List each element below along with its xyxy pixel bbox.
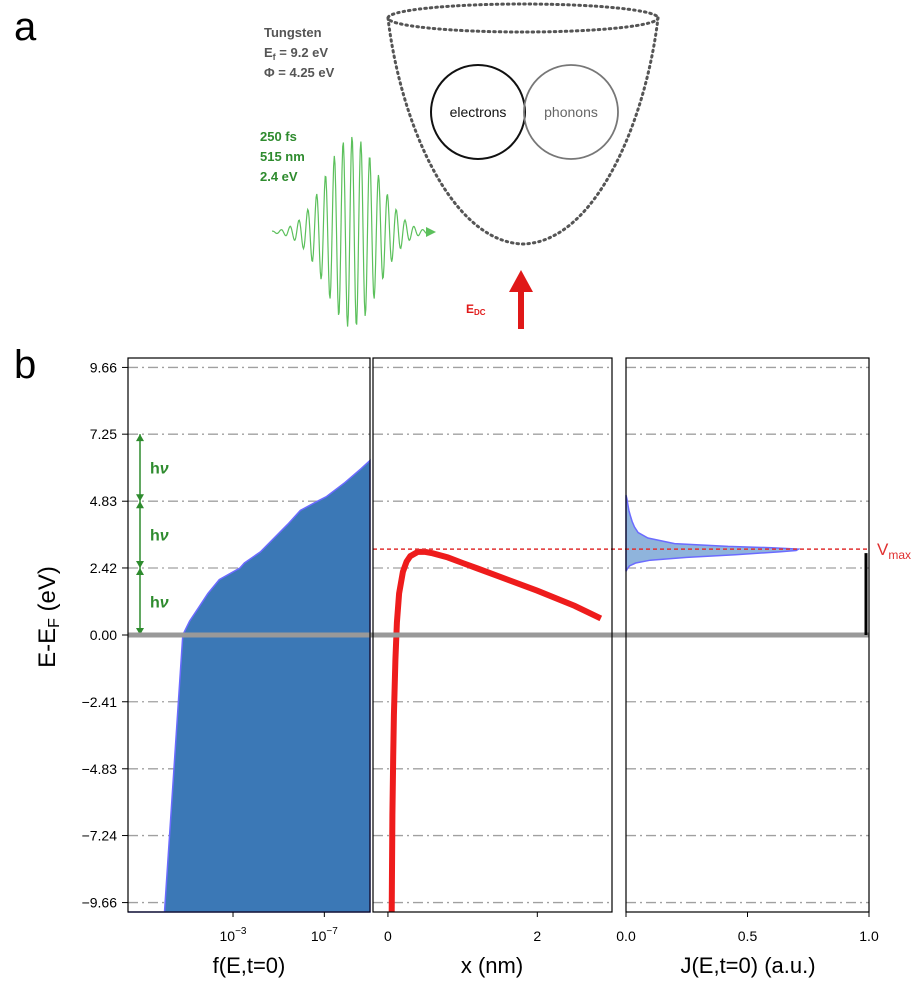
x-tick-label: 0: [384, 928, 392, 944]
x-tick-label: 2: [533, 928, 541, 944]
pulse-arrow-icon: [426, 227, 436, 237]
y-tick-label: 4.83: [90, 493, 117, 509]
x-axis-ticks-right: 0.0 0.5 1.0: [616, 912, 879, 944]
dc-field-label: EDC: [466, 302, 486, 317]
y-tick-label: 9.66: [90, 359, 117, 375]
pulse-energy: 2.4 eV: [260, 169, 298, 184]
y-tick-label: −2.41: [82, 694, 118, 710]
dc-field-shaft: [518, 290, 524, 329]
y-tick-label: 0.00: [90, 627, 117, 643]
y-tick-label: 2.42: [90, 560, 117, 576]
phonon-bath: phonons: [523, 64, 619, 160]
tungsten-info: Tungsten Ef = 9.2 eV Φ = 4.25 eV: [264, 25, 335, 80]
electrons-label: electrons: [450, 104, 507, 120]
y-tick-label: −7.24: [82, 828, 118, 844]
fermi-energy: Ef = 9.2 eV: [264, 45, 328, 62]
panel-frame: [127, 357, 371, 913]
y-axis-ticks: 9.66 7.25 4.83 2.42 0.00 −2.41 −4.83 −7.24 −9.66: [82, 359, 128, 911]
panel-a-label: a: [14, 5, 37, 49]
y-tick-label: 7.25: [90, 426, 117, 442]
electron-bath: electrons: [430, 64, 526, 160]
hv-arrow-down-icon: [136, 560, 144, 568]
hv-arrow-up-icon: [136, 501, 144, 509]
pulse-wavelength: 515 nm: [260, 149, 305, 164]
hv-arrow-down-icon: [136, 494, 144, 502]
x-tick-label: 10−7: [311, 926, 338, 944]
panel-frames: [127, 357, 870, 913]
laser-pulse: [271, 136, 436, 327]
y-tick-label: −9.66: [82, 895, 118, 911]
laser-pulse-wave: [271, 136, 428, 327]
pulse-info: 250 fs 515 nm 2.4 eV: [260, 129, 305, 184]
hv-arrow-up-icon: [136, 434, 144, 442]
potential-well: [386, 2, 660, 246]
x-tick-label: 0.5: [738, 928, 758, 944]
current-density-area: [625, 494, 802, 572]
x-tick-label: 10−3: [220, 926, 247, 944]
barrier-curve: [388, 548, 603, 913]
pulse-duration: 250 fs: [260, 129, 297, 144]
vmax-label: Vmax: [877, 540, 911, 562]
panel-frame: [372, 357, 613, 913]
x-tick-label: 0.0: [616, 928, 636, 944]
hv-label: hν: [150, 461, 169, 478]
phonons-label: phonons: [544, 104, 598, 120]
y-axis-label: E-EF (eV): [34, 566, 63, 668]
panel-distribution: 9.66 7.25 4.83 2.42 0.00 −2.41 −4.83 −7.24 −9.66…: [82, 359, 371, 978]
material-name: Tungsten: [264, 25, 322, 40]
grid-right: [626, 366, 869, 904]
x-axis-label-middle: x (nm): [461, 953, 523, 978]
x-axis-label-left: f(E,t=0): [213, 953, 286, 978]
distribution-area: [128, 458, 371, 913]
well-rim: [386, 2, 660, 34]
dc-field: EDC: [466, 270, 533, 329]
photon-energy-markers: hν hν hν: [136, 434, 169, 635]
x-axis-label-right: J(E,t=0) (a.u.): [680, 953, 815, 978]
x-axis-ticks-left: 10−3 10−7: [220, 912, 338, 944]
hv-label: hν: [150, 528, 169, 545]
well-body: [386, 16, 660, 246]
overlays: Vmax: [128, 540, 911, 638]
electrons-circle: [430, 64, 526, 160]
x-tick-label: 1.0: [859, 928, 879, 944]
hv-arrow-up-icon: [136, 567, 144, 575]
y-tick-label: −4.83: [82, 761, 118, 777]
hv-label: hν: [150, 594, 169, 611]
work-function: Φ = 4.25 eV: [264, 65, 335, 80]
dc-field-arrow-icon: [509, 270, 533, 292]
phonons-circle: [523, 64, 619, 160]
panel-b-label: b: [14, 343, 36, 387]
panel-frame: [625, 357, 870, 913]
hv-arrow-down-icon: [136, 628, 144, 635]
panel-current: 0.0 0.5 1.0 J(E,t=0) (a.u.): [616, 366, 879, 978]
